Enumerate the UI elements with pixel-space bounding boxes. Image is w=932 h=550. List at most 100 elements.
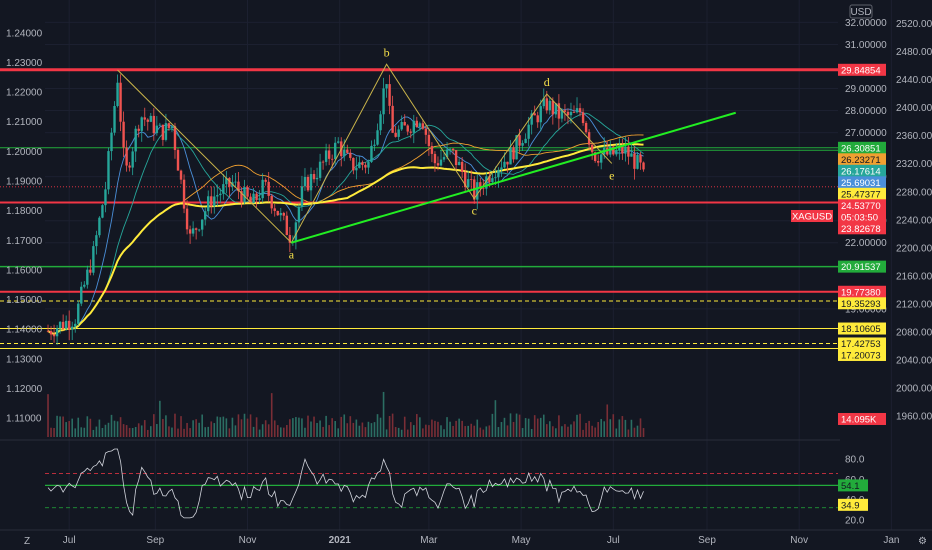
candle-body bbox=[309, 174, 313, 191]
volume-bar bbox=[409, 422, 412, 437]
volume-bar bbox=[464, 426, 466, 437]
candle-body bbox=[92, 246, 95, 273]
secondary-price-axis[interactable]: 2520.00 2480.00 2440.00 2400.00 2360.00 2320.… bbox=[896, 19, 932, 422]
candle-body bbox=[439, 159, 443, 166]
candle-body bbox=[225, 177, 228, 185]
x-tick-label: Jan bbox=[883, 535, 899, 546]
candle-body bbox=[618, 146, 621, 151]
candle-body bbox=[55, 328, 59, 337]
wave-label: e bbox=[609, 168, 614, 182]
left-tick-label: 1.12000 bbox=[6, 384, 43, 395]
x-tick-label: Nov bbox=[239, 535, 257, 546]
candle-body bbox=[600, 154, 603, 163]
volume-bar bbox=[264, 420, 267, 437]
candle-body bbox=[219, 193, 222, 196]
price-tag-box bbox=[838, 210, 886, 223]
candle-body bbox=[107, 151, 110, 190]
left-tick-label: 1.14000 bbox=[6, 325, 43, 336]
candle-body bbox=[167, 123, 171, 128]
price-tag-box bbox=[838, 322, 886, 335]
settings-icon[interactable]: ⚙ bbox=[918, 536, 927, 547]
candle-body bbox=[170, 126, 174, 128]
volume-bar bbox=[636, 425, 639, 437]
price-tag-box bbox=[838, 337, 886, 350]
price-tag-label: 25.69031 bbox=[841, 178, 881, 189]
x-tick-label: Sep bbox=[698, 535, 716, 546]
volume-bar bbox=[539, 417, 542, 437]
candle-body bbox=[466, 179, 470, 188]
candle-body bbox=[497, 169, 500, 178]
volume-bars bbox=[47, 391, 645, 437]
rsi-line bbox=[47, 448, 644, 519]
candle-body bbox=[191, 228, 195, 234]
moving-average-line bbox=[47, 112, 644, 335]
candle-body bbox=[176, 150, 180, 171]
volume-bar bbox=[473, 425, 476, 437]
volume-bar bbox=[422, 428, 424, 437]
candle-body bbox=[370, 145, 373, 163]
volume-bar bbox=[258, 429, 261, 437]
bottom-corner-icons[interactable]: Z ⚙ bbox=[24, 536, 927, 547]
volume-bar bbox=[47, 394, 49, 437]
x-tick-label: Mar bbox=[420, 535, 438, 546]
volume-bar bbox=[482, 429, 485, 437]
volume-bar bbox=[50, 427, 52, 437]
candle-body bbox=[327, 150, 331, 159]
candle-body bbox=[485, 176, 488, 189]
volume-bar bbox=[83, 427, 86, 437]
x-tick-label: Nov bbox=[790, 535, 808, 546]
candle-body bbox=[415, 120, 419, 127]
drawings[interactable]: a b c d e bbox=[117, 45, 737, 262]
volume-bar bbox=[379, 417, 382, 437]
volume-bar bbox=[527, 418, 530, 437]
trendline bbox=[291, 111, 737, 244]
candle-body bbox=[533, 113, 536, 116]
volume-bar bbox=[561, 426, 563, 437]
candle-body bbox=[64, 320, 68, 329]
left-tick-label: 1.18000 bbox=[6, 206, 43, 217]
candle-body bbox=[346, 149, 349, 153]
price-tag-box bbox=[838, 285, 886, 298]
volume-bar bbox=[624, 419, 627, 437]
volume-bar bbox=[370, 423, 373, 437]
grid bbox=[45, 0, 892, 530]
volume-bar bbox=[388, 416, 391, 437]
volume-bar bbox=[331, 418, 333, 437]
volume-bar bbox=[555, 428, 557, 437]
volume-bar bbox=[153, 414, 155, 437]
candle-body bbox=[367, 162, 370, 168]
volume-bar bbox=[313, 416, 315, 437]
volume-bar bbox=[485, 426, 488, 437]
candle-body bbox=[551, 100, 555, 115]
candle-body bbox=[155, 125, 159, 134]
price-tag-label: 17.42753 bbox=[841, 339, 881, 350]
candle-body bbox=[137, 128, 140, 131]
price-tag-box bbox=[838, 141, 886, 154]
candle-body bbox=[89, 269, 92, 273]
timezone-icon[interactable]: Z bbox=[24, 536, 30, 547]
candle-body bbox=[222, 184, 225, 194]
x-tick-label: Jul bbox=[607, 535, 620, 546]
volume-bar bbox=[633, 427, 636, 437]
price-tag-label: 24.53770 bbox=[841, 201, 881, 212]
volume-bar bbox=[394, 427, 397, 437]
candle-body bbox=[506, 161, 509, 165]
currency-badge[interactable]: USD bbox=[849, 4, 873, 19]
volume-bar bbox=[270, 393, 273, 437]
volume-bar bbox=[479, 427, 482, 437]
candle-body bbox=[261, 179, 264, 199]
candle-body bbox=[436, 163, 440, 166]
price-tag-label: 29.84854 bbox=[841, 65, 881, 76]
volume-bar bbox=[316, 422, 318, 437]
candle-body bbox=[131, 151, 134, 168]
volume-bar bbox=[518, 414, 521, 437]
candle-body bbox=[276, 210, 279, 216]
volume-bar bbox=[228, 428, 231, 437]
volume-bar bbox=[509, 413, 512, 437]
candle-body bbox=[228, 177, 231, 187]
volume-bar bbox=[434, 420, 436, 437]
candle-body bbox=[158, 124, 162, 126]
time-axis[interactable]: Jul Sep Nov 2021 Mar May Jul Sep Nov Jan bbox=[63, 535, 900, 546]
x-tick-label: 2021 bbox=[329, 535, 352, 546]
